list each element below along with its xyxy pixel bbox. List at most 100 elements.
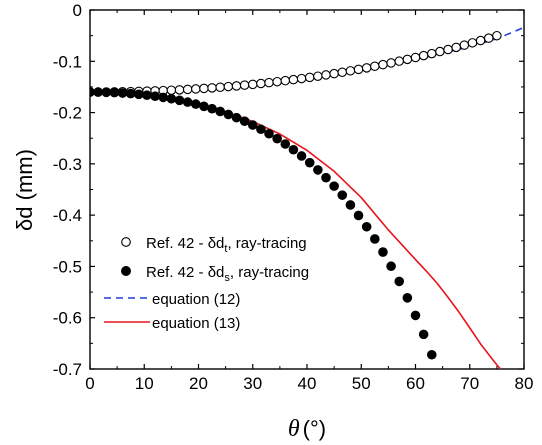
legend-marker-ref42-ds [121, 266, 131, 276]
data-point-ds [207, 103, 217, 114]
data-point-ds [426, 349, 437, 360]
data-point-ds [296, 151, 307, 161]
data-point-ds [150, 91, 160, 102]
data-point-ds [329, 181, 339, 191]
x-tick-label: 50 [352, 374, 371, 393]
y-tick-label: -0.4 [53, 206, 82, 225]
data-point-dt [435, 46, 445, 57]
data-point-ds [378, 247, 388, 257]
data-point-dt [272, 76, 282, 87]
data-point-ds [239, 116, 250, 126]
data-point-dt [459, 40, 470, 50]
data-point-dt [304, 72, 315, 83]
data-point-dt [337, 67, 348, 78]
data-point-ds [142, 90, 152, 100]
data-point-dt [296, 73, 307, 84]
data-point-ds [418, 329, 429, 340]
data-point-dt [248, 79, 258, 90]
data-point-ds [386, 261, 396, 272]
legend-label-ref42-dt-sub: t [224, 243, 227, 255]
data-point-dt [345, 66, 356, 76]
legend-label-ref42-dt-rest: , ray-tracing [227, 235, 306, 252]
y-tick-label: -0.1 [53, 52, 82, 71]
data-point-ds [394, 276, 405, 287]
data-point-ds [280, 139, 291, 149]
data-point-dt [313, 71, 323, 81]
data-point-ds [158, 92, 169, 103]
y-tick-label: -0.7 [53, 360, 82, 379]
data-point-ds [264, 128, 274, 139]
data-point-dt [191, 84, 201, 94]
x-tick-label: 70 [460, 374, 479, 393]
x-axis-ticks: 0 10 20 30 40 50 60 70 80 [85, 10, 533, 393]
data-point-dt [427, 48, 437, 59]
x-tick-label: 0 [85, 374, 94, 393]
data-point-ds [288, 144, 299, 155]
data-point-ds [402, 293, 413, 303]
y-tick-label: -0.2 [53, 104, 82, 123]
data-point-ds [215, 106, 226, 117]
data-point-dt [361, 63, 372, 73]
data-point-dt [475, 35, 486, 46]
data-point-ds [93, 87, 103, 97]
data-point-dt [410, 52, 421, 63]
data-point-ds [321, 172, 331, 183]
x-tick-label: 60 [406, 374, 425, 393]
data-point-ds [361, 221, 372, 232]
data-point-dt [386, 58, 396, 68]
data-point-ds [101, 87, 112, 98]
data-point-dt [394, 56, 404, 66]
y-axis-ticks: 0 -0.1 -0.2 -0.3 -0.4 -0.5 -0.6 -0.7 [53, 1, 524, 379]
data-point-ds [337, 190, 348, 200]
y-axis-title: δd (mm) [12, 149, 37, 231]
data-point-dt [443, 44, 453, 55]
data-point-dt [264, 77, 274, 88]
x-tick-label: 40 [298, 374, 317, 393]
data-point-dt [418, 50, 429, 61]
data-point-ds [174, 95, 185, 106]
data-point-ds [370, 234, 380, 244]
data-point-ds [109, 87, 120, 98]
data-point-dt [370, 61, 380, 72]
data-point-dt [199, 83, 209, 94]
data-point-ds [231, 112, 242, 123]
series-layer [90, 26, 524, 381]
data-point-ds [125, 88, 136, 99]
legend-label-ref42-dt: Ref. 42 - δdt, ray-tracing [146, 235, 307, 255]
data-point-dt [467, 38, 478, 48]
data-point-dt [483, 33, 494, 43]
legend-label-eq13: equation (13) [152, 315, 240, 332]
x-axis-title-unit: (°) [303, 416, 326, 441]
data-point-dt [182, 84, 193, 95]
x-tick-label: 20 [189, 374, 208, 393]
series-line-equation-12 [90, 26, 524, 93]
data-point-ds [117, 88, 128, 98]
data-point-ds [166, 93, 177, 104]
legend-label-ref42-dt-main: Ref. 42 - δd [146, 235, 224, 252]
legend-label-ref42-ds-rest: , ray-tracing [230, 264, 309, 281]
data-point-dt [280, 75, 291, 86]
data-point-dt [329, 68, 339, 79]
data-point-ds [272, 133, 282, 144]
data-point-dt [166, 85, 177, 95]
data-point-dt [492, 30, 502, 41]
data-point-ds [410, 310, 421, 321]
x-tick-label: 30 [243, 374, 262, 393]
legend: Ref. 42 - δdt, ray-tracing Ref. 42 - δds… [104, 235, 309, 332]
data-point-dt [239, 80, 250, 90]
data-point-ds [256, 124, 266, 135]
data-point-ds [182, 97, 193, 107]
data-point-dt [207, 83, 217, 93]
legend-marker-ref42-dt [121, 237, 131, 247]
y-tick-label: -0.6 [53, 309, 82, 328]
x-axis-title-symbol: θ [288, 416, 300, 442]
data-point-ds [199, 101, 209, 112]
x-tick-label: 80 [515, 374, 534, 393]
legend-label-ref42-ds: Ref. 42 - δds, ray-tracing [146, 264, 309, 284]
data-point-ds [436, 372, 445, 381]
data-point-dt [256, 78, 266, 89]
data-point-ds [353, 210, 364, 221]
data-point-dt [231, 81, 242, 91]
y-tick-label: -0.5 [53, 257, 82, 276]
